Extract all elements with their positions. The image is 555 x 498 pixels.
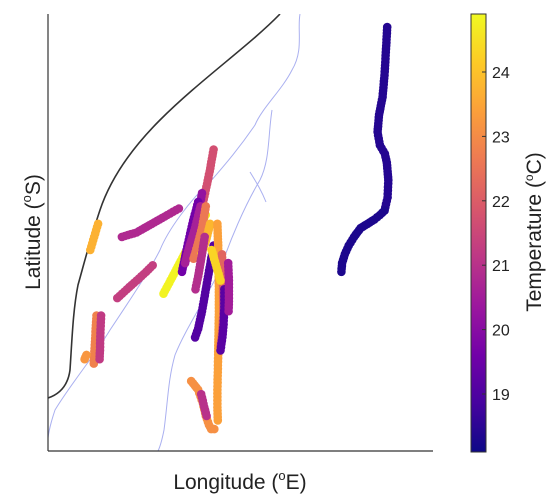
data-point — [177, 267, 187, 277]
colorbar-ticks: 19 20 21 22 23 24 — [482, 65, 510, 404]
data-point — [337, 267, 346, 277]
bathymetry-contour-offshore — [249, 171, 267, 203]
colorbar-tick-label: 24 — [492, 65, 510, 82]
colorbar-tick-label: 21 — [492, 258, 510, 275]
data-point — [191, 285, 200, 294]
data-point — [210, 424, 219, 434]
colorbar: 19 20 21 22 23 24 Temperature (oC) — [470, 13, 546, 453]
scatter-marks — [80, 22, 393, 434]
data-point — [148, 261, 157, 270]
bathymetry-contour-inner — [48, 14, 301, 451]
data-point — [216, 346, 225, 355]
x-axis-title: Longitude (oE) — [173, 468, 306, 494]
data-point — [95, 354, 104, 364]
colorbar-gradient — [470, 13, 487, 453]
colorbar-tick-label: 20 — [492, 323, 510, 340]
colorbar-title: Temperature (oC) — [522, 152, 546, 312]
data-point — [180, 258, 190, 268]
colorbar-tick-label: 19 — [492, 387, 510, 404]
data-point — [216, 276, 225, 285]
data-point — [190, 333, 200, 342]
data-point — [213, 416, 223, 425]
data-point — [189, 254, 198, 263]
y-axis-title: Latitude (oS) — [19, 174, 45, 290]
colorbar-tick-label: 23 — [492, 129, 510, 146]
colorbar-tick-label: 22 — [492, 194, 510, 211]
data-point — [224, 306, 233, 316]
data-point — [80, 354, 89, 364]
coastline-outline — [48, 14, 281, 399]
data-point — [202, 411, 211, 421]
data-point — [86, 245, 95, 255]
data-point — [174, 204, 184, 213]
map-basemap — [48, 14, 301, 451]
